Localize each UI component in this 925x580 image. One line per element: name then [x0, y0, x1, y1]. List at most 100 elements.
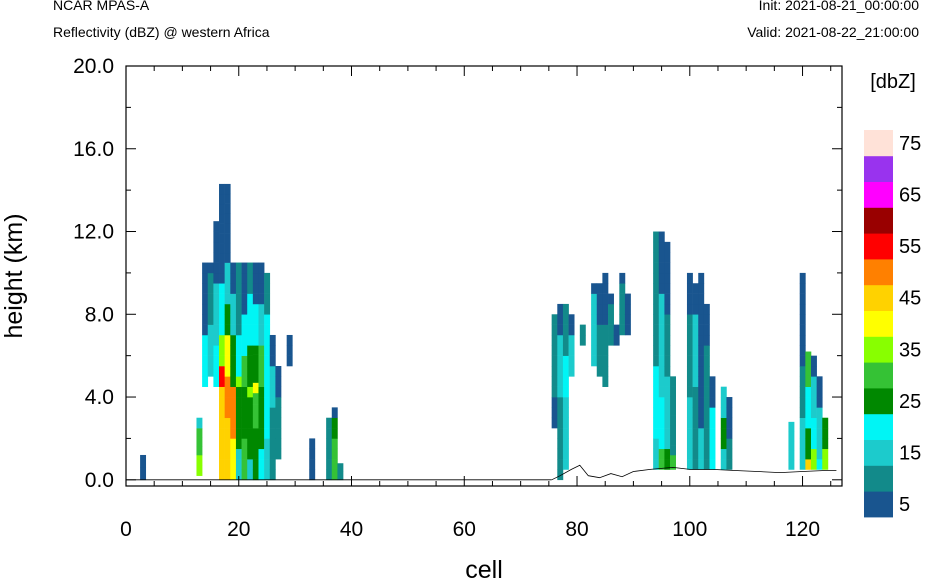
reflectivity-cell	[557, 303, 564, 315]
reflectivity-cell	[664, 241, 671, 253]
reflectivity-cell	[247, 283, 254, 294]
reflectivity-cell	[799, 417, 806, 429]
reflectivity-cell	[686, 438, 693, 450]
reflectivity-cell	[230, 376, 237, 387]
reflectivity-cell	[213, 355, 220, 367]
reflectivity-cell	[326, 438, 333, 450]
reflectivity-cell	[224, 355, 231, 367]
reflectivity-cell	[709, 407, 716, 419]
reflectivity-cell	[653, 262, 660, 274]
reflectivity-cell	[562, 345, 569, 356]
reflectivity-cell	[619, 293, 626, 305]
reflectivity-cell	[275, 428, 282, 439]
reflectivity-cell	[624, 293, 631, 305]
reflectivity-cell	[608, 314, 614, 325]
reflectivity-cell	[241, 283, 248, 294]
reflectivity-cell	[692, 345, 699, 356]
reflectivity-cell	[230, 272, 237, 284]
reflectivity-cell	[264, 448, 271, 460]
reflectivity-cell	[810, 428, 817, 439]
reflectivity-cell	[658, 314, 665, 325]
reflectivity-cell	[235, 448, 242, 460]
reflectivity-cell	[326, 448, 333, 460]
reflectivity-cell	[557, 334, 564, 346]
reflectivity-cell	[608, 303, 614, 315]
colorbar-label: 75	[899, 133, 921, 155]
reflectivity-cell	[557, 407, 564, 419]
reflectivity-cell	[670, 415, 676, 426]
y-axis: 0.0 4.0 8.0 12.0 16.0 20.0	[73, 55, 842, 492]
reflectivity-cell	[703, 428, 710, 439]
reflectivity-cell	[247, 417, 254, 429]
reflectivity-cell	[286, 355, 293, 367]
reflectivity-cell	[602, 272, 609, 284]
reflectivity-cell	[252, 438, 259, 450]
reflectivity-cell	[264, 303, 271, 315]
reflectivity-cell	[579, 324, 586, 336]
reflectivity-cell	[703, 303, 710, 315]
reflectivity-cell	[224, 407, 231, 419]
reflectivity-cell	[653, 345, 660, 356]
reflectivity-cell	[822, 417, 829, 429]
reflectivity-cell	[224, 213, 231, 224]
reflectivity-cell	[230, 448, 237, 460]
reflectivity-cell	[235, 283, 242, 294]
reflectivity-cell	[230, 324, 237, 336]
reflectivity-cell	[562, 459, 569, 470]
reflectivity-cell	[698, 376, 705, 387]
reflectivity-cell	[235, 303, 242, 315]
reflectivity-cell	[269, 376, 276, 387]
reflectivity-cell	[816, 438, 823, 450]
reflectivity-cell	[247, 386, 254, 398]
reflectivity-cell	[692, 283, 699, 294]
reflectivity-cell	[658, 438, 665, 450]
reflectivity-cell	[557, 448, 564, 460]
reflectivity-cell	[805, 428, 812, 439]
reflectivity-cell	[247, 314, 254, 325]
reflectivity-cell	[562, 407, 569, 419]
reflectivity-cell	[720, 407, 727, 419]
reflectivity-cell	[658, 345, 665, 356]
reflectivity-cell	[624, 324, 631, 336]
reflectivity-cell	[658, 231, 665, 243]
reflectivity-cell	[591, 345, 598, 356]
terrain-line	[551, 464, 837, 481]
reflectivity-cell	[692, 366, 699, 377]
reflectivity-cell	[698, 314, 705, 325]
reflectivity-cell	[247, 303, 254, 315]
reflectivity-cell	[196, 465, 203, 476]
reflectivity-cell	[799, 334, 806, 346]
reflectivity-cell	[562, 355, 569, 367]
reflectivity-cell	[698, 417, 705, 429]
reflectivity-cell	[658, 428, 665, 439]
reflectivity-cell	[241, 428, 248, 439]
reflectivity-cell	[557, 376, 564, 387]
reflectivity-cell	[709, 376, 716, 387]
reflectivity-cell	[686, 397, 693, 408]
colorbar-swatch	[864, 439, 893, 466]
reflectivity-cell	[230, 334, 237, 346]
reflectivity-cell	[230, 397, 237, 408]
reflectivity-cell	[692, 324, 699, 336]
reflectivity-cell	[698, 334, 705, 346]
reflectivity-cell	[269, 334, 276, 346]
reflectivity-cell	[686, 324, 693, 336]
reflectivity-cell	[805, 459, 812, 470]
reflectivity-cell	[269, 448, 276, 460]
reflectivity-cell	[658, 272, 665, 284]
reflectivity-cell	[653, 438, 660, 450]
reflectivity-cell	[331, 428, 338, 439]
reflectivity-cell	[213, 334, 220, 346]
reflectivity-cell	[264, 459, 271, 470]
reflectivity-cell	[219, 334, 225, 346]
reflectivity-cell	[337, 463, 344, 472]
reflectivity-cell	[140, 467, 147, 481]
reflectivity-cell	[602, 366, 609, 377]
reflectivity-cell	[670, 445, 676, 456]
reflectivity-cell	[619, 283, 626, 294]
reflectivity-cell	[805, 397, 812, 408]
reflectivity-cell	[726, 407, 733, 419]
reflectivity-cell	[568, 334, 575, 346]
reflectivity-cell	[805, 386, 812, 398]
